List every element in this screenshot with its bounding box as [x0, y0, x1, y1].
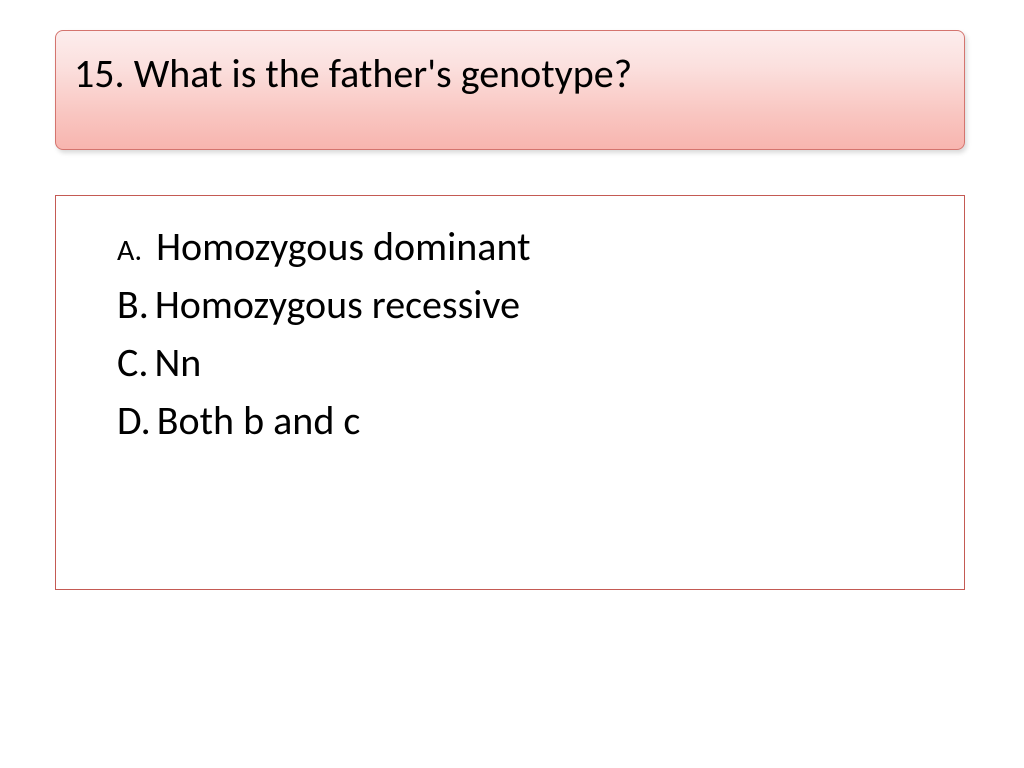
answer-letter-b: B. — [117, 280, 149, 329]
answer-text-d: Both b and c — [157, 396, 361, 445]
question-box: 15. What is the father's genotype? — [55, 30, 965, 150]
answer-option-a: A. Homozygous dominant — [117, 218, 938, 276]
answer-letter-a: A. — [117, 232, 142, 269]
answer-option-c: C.Nn — [117, 334, 938, 392]
answer-letter-c: C. — [117, 338, 148, 387]
question-text: 15. What is the father's genotype? — [74, 49, 946, 98]
answer-text-c: Nn — [154, 338, 201, 387]
answer-option-b: B.Homozygous recessive — [117, 276, 938, 334]
answer-text-a: Homozygous dominant — [156, 222, 530, 271]
answers-box: A. Homozygous dominant B.Homozygous reces… — [55, 195, 965, 590]
answer-letter-d: D. — [117, 396, 151, 445]
answer-option-d: D.Both b and c — [117, 392, 938, 450]
answer-text-b: Homozygous recessive — [155, 280, 520, 329]
